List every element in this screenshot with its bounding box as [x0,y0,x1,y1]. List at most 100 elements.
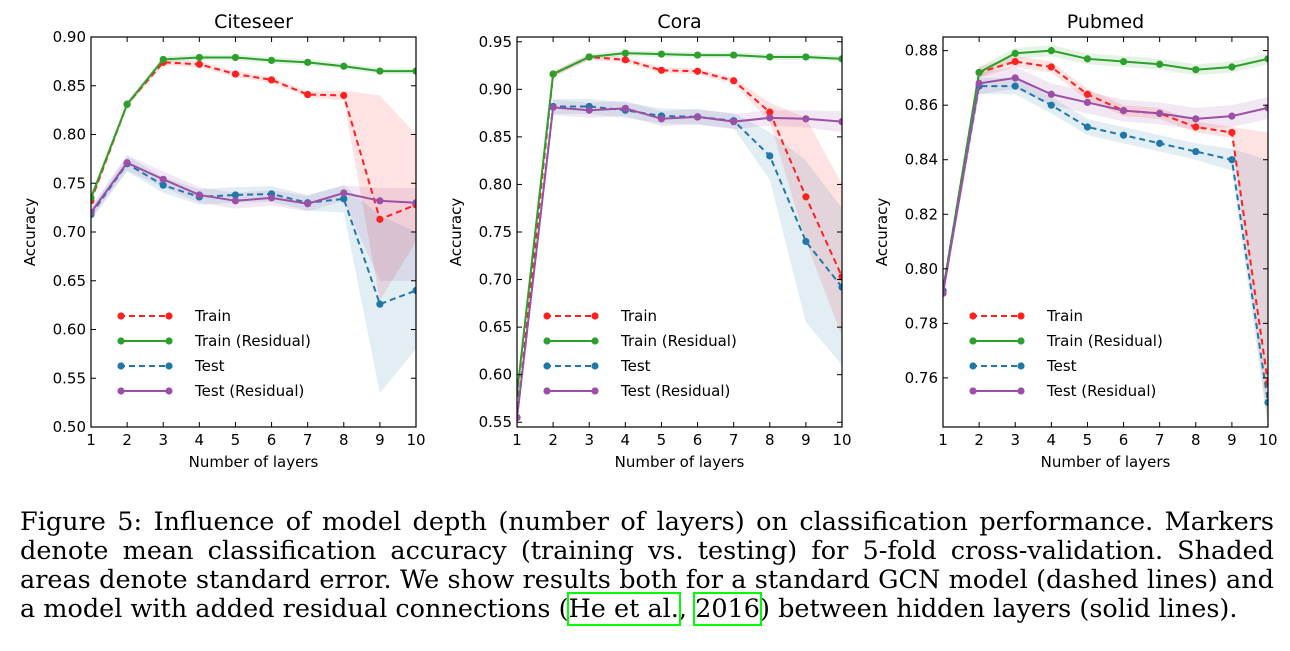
x-tick-label: 9 [801,431,811,449]
x-tick-label: 9 [1227,431,1237,449]
series-line-test [943,85,1268,403]
legend-label-test: Test [194,357,225,375]
x-tick-label: 6 [1119,431,1129,449]
legend-marker-train-residual [117,337,125,345]
y-tick-label: 0.80 [53,126,86,144]
error-band-test-residual [91,154,416,281]
error-band-test [91,155,416,393]
x-tick-label: 1 [512,431,522,449]
error-band-train-residual [91,54,416,202]
legend-marker-test-residual [969,387,977,395]
data-point-train-residual [1228,63,1236,71]
data-point-train [802,193,810,201]
x-tick-label: 5 [1083,431,1093,449]
legend-marker-train-residual [543,337,551,345]
y-tick-label: 0.75 [53,174,86,192]
y-tick-label: 0.88 [905,42,938,60]
data-point-train [1192,123,1200,131]
y-tick-label: 0.75 [479,223,512,241]
data-point-test [1228,156,1236,164]
data-point-train [766,108,774,116]
data-point-train [340,91,348,100]
data-point-train [657,66,666,74]
y-tick-label: 0.50 [53,418,86,436]
legend-marker-test [1017,362,1025,370]
data-point-test [1264,398,1268,407]
data-point-test-residual [730,118,738,126]
data-point-test [340,195,348,203]
data-point-test-residual [376,197,384,205]
data-point-test-residual [693,113,702,121]
data-point-train-residual [123,100,131,108]
x-tick-label: 5 [657,431,667,449]
legend-label-train-residual: Train (Residual) [620,332,737,350]
data-point-train [1047,63,1055,71]
legend-marker-test-residual [1017,387,1025,395]
y-tick-label: 0.90 [53,28,86,46]
data-point-test-residual [517,413,521,422]
y-axis-label: Accuracy [873,198,891,267]
x-tick-label: 10 [406,431,425,449]
data-point-train-residual [340,62,348,70]
legend-marker-test-residual [543,387,551,395]
data-point-test-residual [621,104,629,112]
series-line-test [517,105,842,418]
legend-label-train: Train [194,307,231,325]
plot-area [943,45,1268,427]
x-tick-label: 1 [938,431,948,449]
figure-label: Figure 5: [20,507,143,537]
series-line-test-residual [91,161,416,214]
y-tick-label: 0.84 [905,151,938,169]
y-axis-label: Accuracy [447,198,465,267]
y-tick-label: 0.55 [479,413,512,431]
x-axis-label: Number of layers [1041,453,1171,471]
data-point-test-residual [412,199,416,207]
data-point-test [412,286,416,295]
plot-area [91,53,416,393]
legend: Train Train (Residual) Test Test (Residual) [117,307,311,400]
data-point-train [376,215,384,223]
y-tick-label: 0.70 [479,271,512,289]
chart-title: Cora [657,11,701,33]
data-point-test-residual [585,106,593,114]
legend-marker-train [969,312,977,320]
data-point-train [730,77,738,85]
data-point-train-residual [657,50,666,58]
x-tick-label: 7 [1155,431,1165,449]
data-point-train-residual [838,55,842,63]
data-point-test [1083,123,1092,131]
citation-link-author[interactable]: He et al. [566,592,681,626]
series-line-test-residual [517,106,842,418]
x-tick-label: 2 [974,431,984,449]
x-tick-label: 3 [584,431,594,449]
legend-marker-train-residual [969,337,977,345]
data-point-train-residual [802,53,810,61]
citation-link-year[interactable]: 2016 [693,592,763,626]
data-point-train-residual [730,51,738,59]
y-tick-label: 0.60 [479,366,512,384]
data-point-test-residual [1011,74,1019,82]
y-tick-label: 0.85 [53,77,86,95]
x-axis-label: Number of layers [615,453,745,471]
legend-marker-train [1017,312,1025,320]
legend-label-train-residual: Train (Residual) [194,332,311,350]
figure-caption: Figure 5: Influence of model depth (numb… [20,507,1275,626]
x-tick-label: 4 [1047,431,1057,449]
y-tick-label: 0.60 [53,321,86,339]
y-tick-label: 0.86 [905,96,938,114]
data-point-train [693,67,702,75]
y-tick-label: 0.65 [479,318,512,336]
x-tick-label: 7 [303,431,313,449]
data-point-train-residual [1156,60,1164,68]
x-tick-label: 4 [621,431,631,449]
data-point-train-residual [549,70,557,78]
data-point-train [304,90,312,99]
plot-area [517,49,842,423]
x-tick-label: 6 [693,431,703,449]
x-tick-label: 8 [339,431,349,449]
data-point-train-residual [376,67,384,75]
legend-marker-train [543,312,551,320]
axes-frame [942,36,1269,428]
caption-text-1: Influence of model depth (number of laye… [20,507,1275,624]
data-point-train-residual [1083,55,1092,63]
